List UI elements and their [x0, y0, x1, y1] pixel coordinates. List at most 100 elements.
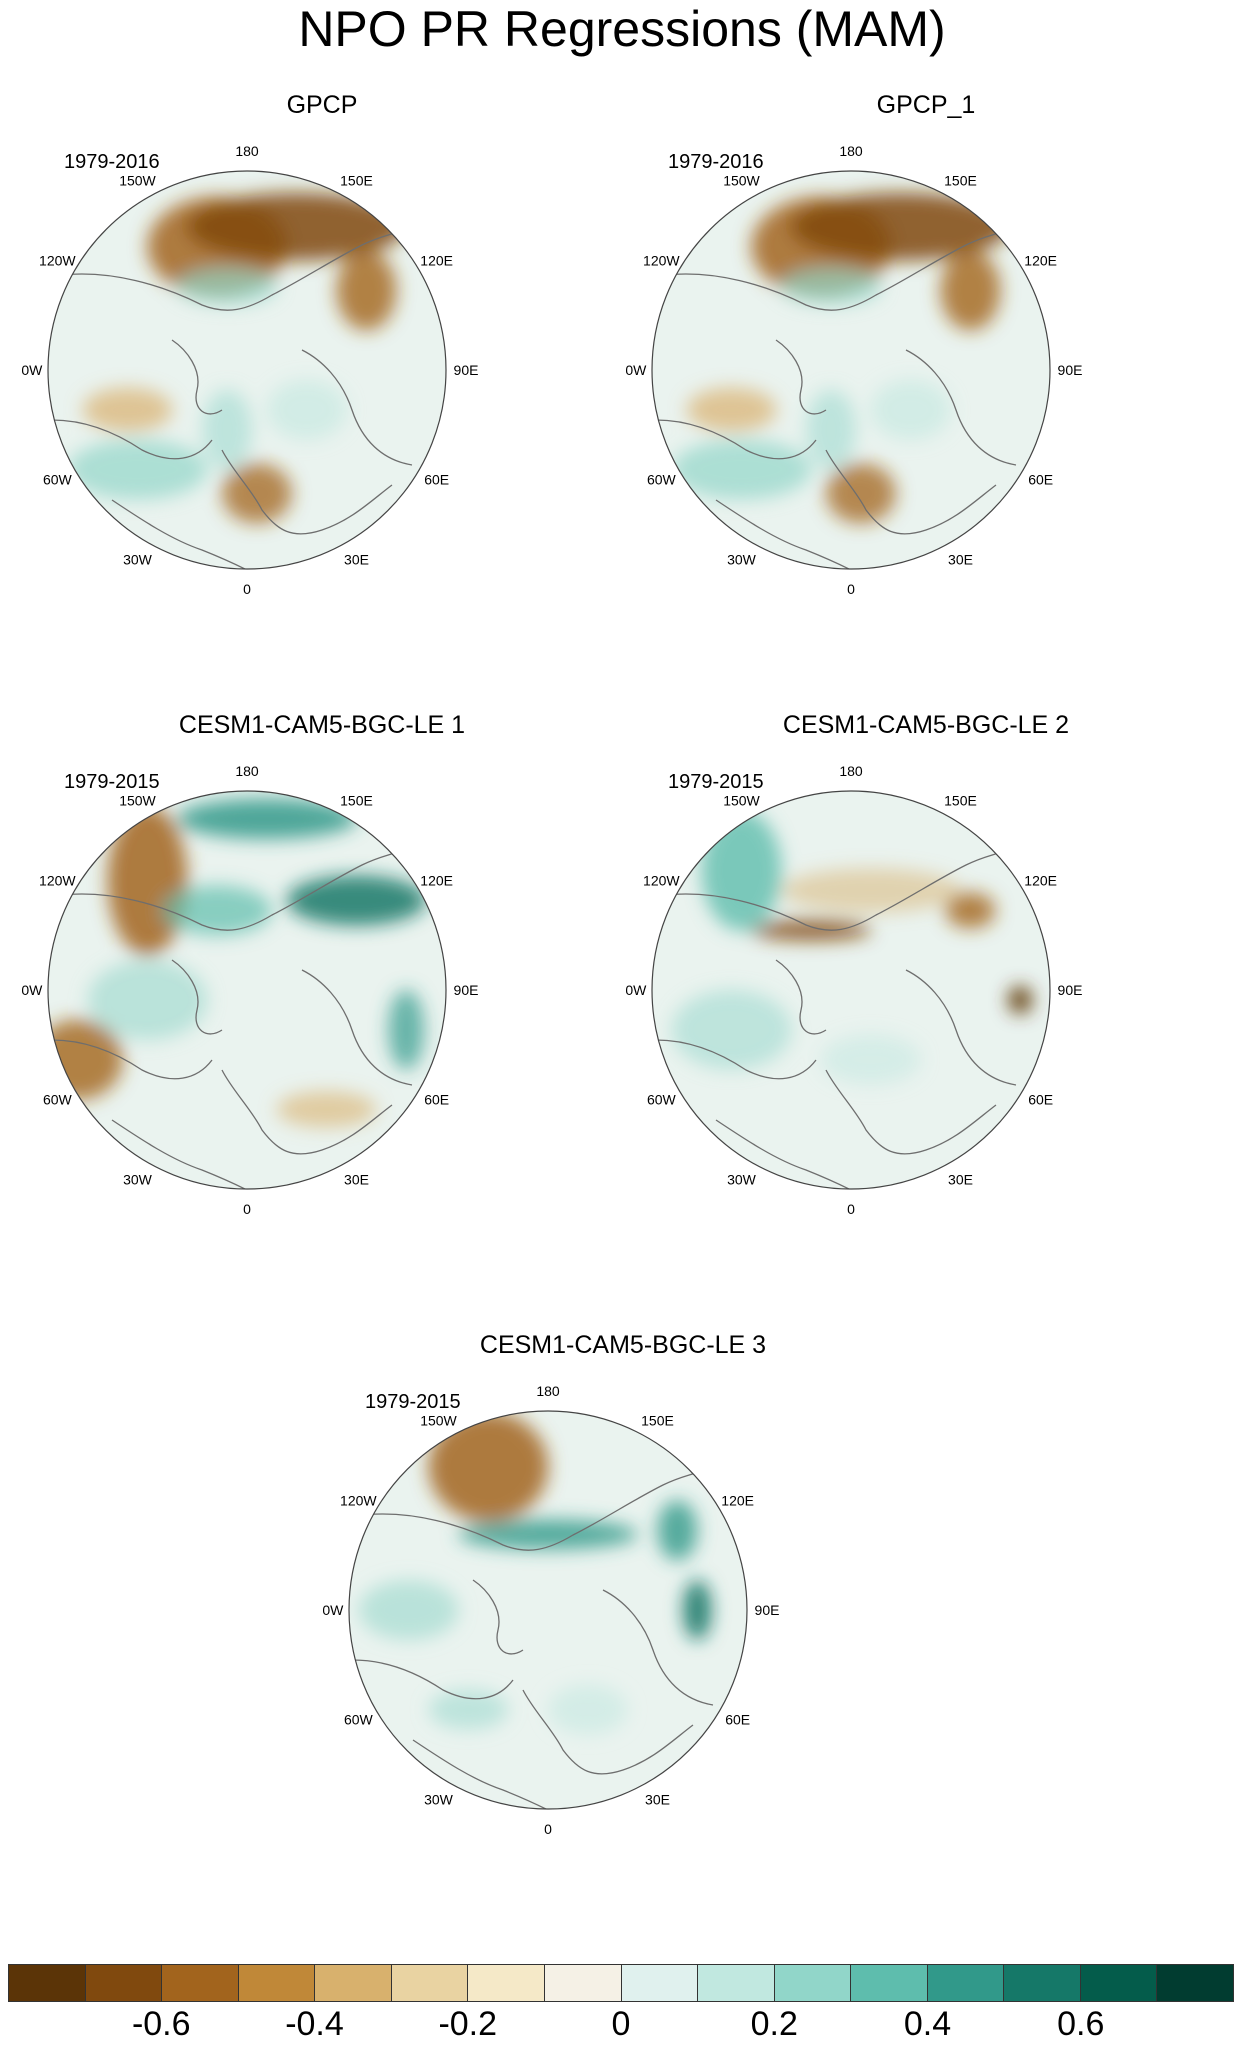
longitude-label: 60E: [1028, 1092, 1053, 1108]
precip-anomaly-field: [825, 463, 896, 524]
longitude-label: 90E: [755, 1602, 780, 1618]
coastline: [905, 349, 1017, 466]
precip-anomaly-field: [781, 268, 882, 305]
coastline: [51, 419, 213, 460]
longitude-label: 0: [243, 581, 251, 597]
longitude-label: 150E: [944, 172, 977, 188]
precip-anomaly-field: [671, 989, 792, 1070]
longitude-label: 120E: [1024, 873, 1057, 889]
coastline: [775, 959, 827, 1035]
map-panel-cesm-3: CESM1-CAM5-BGC-LE 3 1979-2015 180 150E 120…: [323, 1330, 923, 1970]
longitude-label: 150W: [119, 792, 156, 808]
coastline: [665, 844, 1032, 931]
precip-anomaly-field: [82, 387, 173, 432]
precip-anomaly-field: [820, 1034, 921, 1085]
precip-anomaly-field: [751, 920, 872, 941]
longitude-label: 60W: [647, 1092, 677, 1108]
longitude-label: 120E: [1024, 253, 1057, 269]
precip-anomaly-field: [870, 379, 951, 440]
panel-title: GPCP: [286, 91, 358, 119]
longitude-label: 60W: [647, 472, 677, 488]
colorbar-cell: [544, 1965, 622, 2001]
longitude-label: 90W: [22, 982, 43, 998]
colorbar-cell: [238, 1965, 316, 2001]
colorbar-tick-label: 0: [611, 2005, 631, 2043]
year-range: 1979-2016: [64, 151, 160, 173]
longitude-label: 30E: [948, 1172, 973, 1188]
colorbar-tick-label: 0.4: [903, 2005, 952, 2043]
longitude-label: 90W: [626, 362, 647, 378]
longitude-label: 90E: [454, 982, 479, 998]
longitude-label: 0: [243, 1201, 251, 1217]
colorbar: [8, 1964, 1234, 2002]
precip-anomaly-field: [1008, 985, 1033, 1014]
longitude-label: 150E: [944, 792, 977, 808]
year-range: 1979-2015: [668, 771, 764, 793]
coastline: [61, 844, 428, 931]
precip-anomaly-field: [276, 1091, 377, 1128]
precip-anomaly-field: [945, 892, 996, 929]
coastline: [362, 1464, 729, 1551]
coastline: [111, 1119, 248, 1189]
coastline: [665, 224, 1032, 311]
longitude-label: 90W: [626, 982, 647, 998]
map-boundary: [47, 170, 447, 570]
colorbar-cell: [468, 1965, 545, 2001]
coastline: [412, 1739, 549, 1809]
colorbar-tick-label: 0.6: [1057, 2005, 1105, 2043]
coastline: [825, 449, 997, 535]
polar-map: 180 150E 120E 90E 60E 30E 0 30W 60W 90W 120W 150W: [323, 1383, 780, 1837]
coastline: [715, 499, 852, 569]
panel-title: CESM1-CAM5-BGC-LE 3: [479, 1331, 767, 1359]
longitude-label: 120E: [420, 253, 453, 269]
precip-anomaly-field: [186, 192, 407, 261]
longitude-label: 30W: [424, 1792, 454, 1808]
longitude-label: 120W: [340, 1493, 377, 1509]
coastline: [221, 1069, 393, 1155]
longitude-label: 180: [235, 763, 259, 779]
coastline: [111, 499, 248, 569]
coastline: [352, 1659, 514, 1700]
coastline: [61, 224, 428, 311]
precip-anomaly-field: [177, 268, 278, 305]
precip-anomaly-field: [67, 439, 208, 500]
colorbar-cell: [315, 1965, 392, 2001]
precip-anomaly-field: [458, 1519, 638, 1550]
longitude-label: 150E: [641, 1412, 674, 1428]
precip-anomaly-field: [940, 250, 1001, 331]
precip-anomaly-field: [336, 250, 397, 331]
longitude-label: 90E: [1058, 362, 1083, 378]
longitude-label: 60W: [43, 1092, 73, 1108]
coastline: [775, 339, 827, 415]
map-boundary: [651, 170, 1051, 570]
longitude-label: 120W: [643, 873, 680, 889]
colorbar-tick-label: 0.2: [750, 2005, 798, 2043]
longitude-label: 180: [839, 763, 863, 779]
coastline: [301, 969, 413, 1086]
precip-anomaly-field: [388, 989, 425, 1070]
map-panel-gpcp-1: GPCP_1 1979-2016 180 150E 120E 90E 60E 30E 0 30…: [626, 90, 1226, 730]
longitude-label: 120E: [420, 873, 453, 889]
colorbar-cell: [85, 1965, 163, 2001]
longitude-label: 150W: [119, 172, 156, 188]
longitude-label: 0: [544, 1821, 552, 1837]
longitude-label: 60W: [43, 472, 73, 488]
polar-map: 180 150E 120E 90E 60E 30E 0 30W 60W 90W 120W 150W: [22, 143, 479, 597]
precip-anomaly-field: [202, 389, 253, 470]
longitude-label: 90W: [22, 362, 43, 378]
map-panel-cesm-1: CESM1-CAM5-BGC-LE 1 1979-2015 180 150E 120…: [22, 710, 622, 1350]
longitude-label: 30E: [948, 552, 973, 568]
longitude-label: 90E: [454, 362, 479, 378]
figure-title: NPO PR Regressions (MAM): [298, 1, 946, 57]
longitude-label: 120E: [721, 1493, 754, 1509]
coastline: [602, 1589, 714, 1706]
precip-anomaly-field: [806, 389, 857, 470]
longitude-label: 150W: [723, 792, 760, 808]
precip-anomaly-field: [162, 885, 273, 936]
longitude-label: 90W: [323, 1602, 344, 1618]
precip-anomaly-field: [221, 463, 292, 524]
longitude-label: 60E: [424, 472, 449, 488]
year-range: 1979-2015: [365, 1391, 461, 1413]
panel-title: CESM1-CAM5-BGC-LE 1: [178, 711, 466, 739]
coastline: [715, 1119, 852, 1189]
